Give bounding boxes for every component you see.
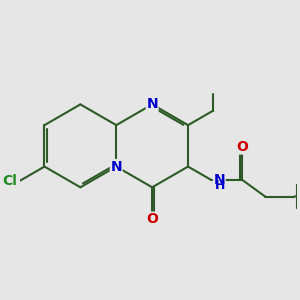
Text: N: N	[110, 160, 122, 174]
Text: Cl: Cl	[2, 174, 17, 188]
Text: O: O	[146, 212, 158, 226]
Text: N: N	[146, 98, 158, 111]
Text: N: N	[214, 173, 225, 187]
Text: O: O	[236, 140, 248, 154]
Text: H: H	[215, 179, 226, 192]
